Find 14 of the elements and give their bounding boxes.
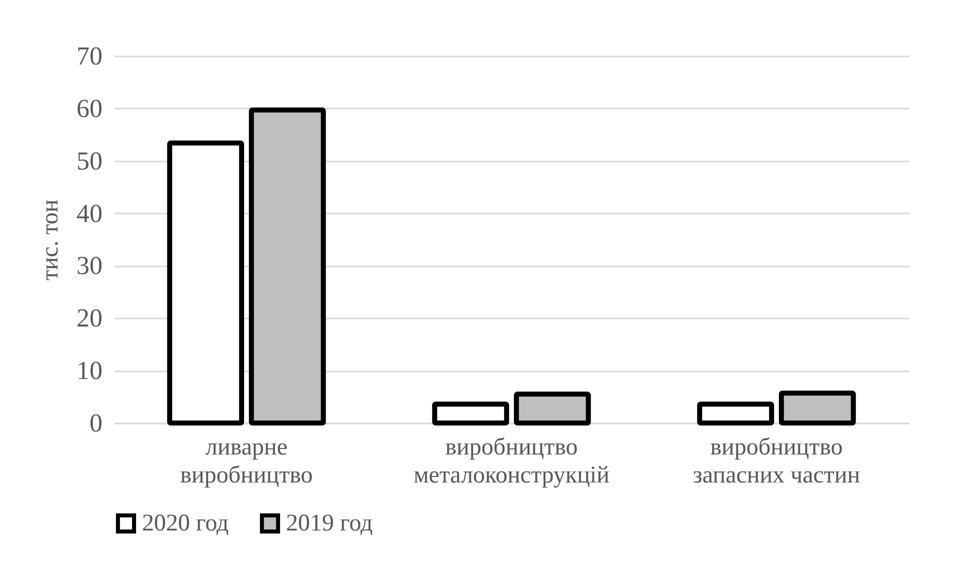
y-axis-title: тис. тон xyxy=(38,199,64,280)
y-tick-label: 70 xyxy=(76,42,102,70)
x-tick-label: ливарне виробництво xyxy=(180,434,313,488)
y-tick-label: 20 xyxy=(76,304,102,333)
x-tick-label: виробництво металоконструкцій xyxy=(414,434,610,488)
legend-label: 2020 год xyxy=(142,510,229,536)
y-tick-label: 50 xyxy=(76,146,102,176)
y-tick-label: 60 xyxy=(76,94,102,123)
x-tick-label: виробництво запасних частин xyxy=(692,434,860,488)
y-tick-label: 30 xyxy=(76,251,102,280)
y-tick-label: 10 xyxy=(76,356,102,386)
legend-label: 2019 год xyxy=(286,510,373,536)
y-tick-label: 40 xyxy=(76,198,102,228)
y-tick-label: 0 xyxy=(90,408,102,438)
